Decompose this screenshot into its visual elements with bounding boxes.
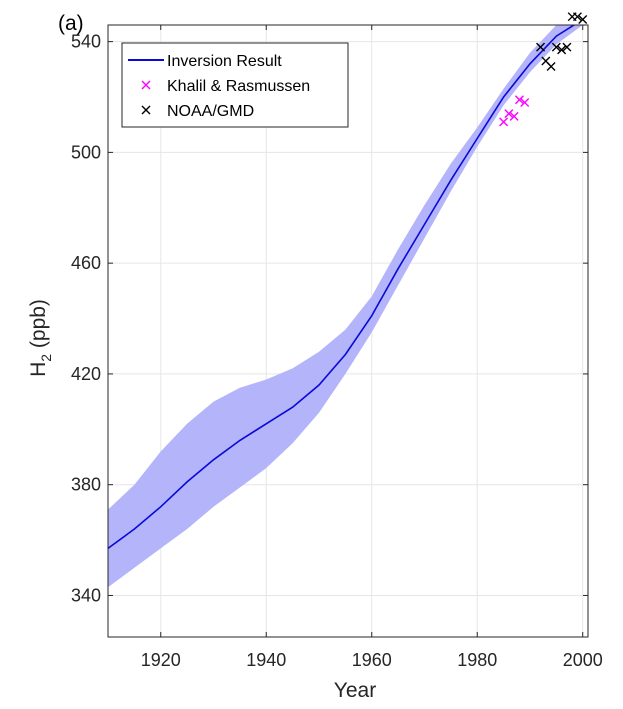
y-axis-label-subscript: 2	[38, 354, 54, 362]
legend-label-khalil-rasmussen: Khalil & Rasmussen	[167, 78, 310, 95]
y-axis-label-rest: (ppb)	[27, 299, 50, 354]
x-axis-label: Year	[334, 679, 376, 702]
marker-khalil-rasmussen	[499, 117, 509, 127]
uncertainty-band	[108, 25, 583, 588]
marker-khalil-rasmussen	[509, 111, 519, 121]
tick-labels: 1920 1940 1960 1980 2000 340 380 420 460 500 540	[71, 32, 603, 670]
marker-noaa-gmd	[536, 42, 546, 52]
x-tick-label: 1960	[352, 650, 392, 670]
legend-label-inversion-result: Inversion Result	[167, 53, 282, 70]
x-tick-label: 1980	[457, 650, 497, 670]
legend: Inversion Result Khalil & Rasmussen NOAA/G…	[121, 42, 349, 128]
series-line-inversion-result	[108, 25, 576, 550]
legend-label-noaa-gmd: NOAA/GMD	[167, 103, 254, 120]
y-tick-label: 420	[71, 364, 101, 384]
marker-noaa-gmd	[551, 42, 561, 52]
grid	[108, 25, 588, 637]
y-tick-label: 540	[71, 32, 101, 52]
marker-khalil-rasmussen	[504, 109, 514, 119]
x-tick-label: 1940	[246, 650, 286, 670]
marker-noaa-gmd	[562, 42, 572, 52]
legend-box	[121, 42, 349, 128]
y-axis-label-main: H	[27, 362, 50, 377]
marker-noaa-gmd	[546, 62, 556, 72]
marker-noaa-gmd	[578, 14, 588, 24]
x-tick-label: 1920	[141, 650, 181, 670]
marker-noaa-gmd	[572, 12, 582, 22]
legend-swatch-khalil-rasmussen	[141, 80, 151, 90]
marker-khalil-rasmussen	[520, 98, 530, 108]
marker-layer	[499, 12, 588, 127]
y-axis-label: H2 (ppb)	[27, 299, 54, 377]
y-tick-label: 340	[71, 585, 101, 605]
uncertainty-band-layer	[108, 25, 583, 588]
y-tick-label: 380	[71, 475, 101, 495]
marker-khalil-rasmussen	[514, 95, 524, 105]
line-layer	[108, 25, 576, 550]
x-tick-label: 2000	[563, 650, 603, 670]
plot-frame	[107, 24, 589, 638]
legend-swatch-noaa-gmd	[141, 105, 151, 115]
axes	[107, 24, 589, 638]
panel-label: (a)	[58, 12, 84, 35]
y-tick-label: 460	[71, 253, 101, 273]
y-tick-label: 500	[71, 142, 101, 162]
marker-noaa-gmd	[557, 45, 567, 55]
